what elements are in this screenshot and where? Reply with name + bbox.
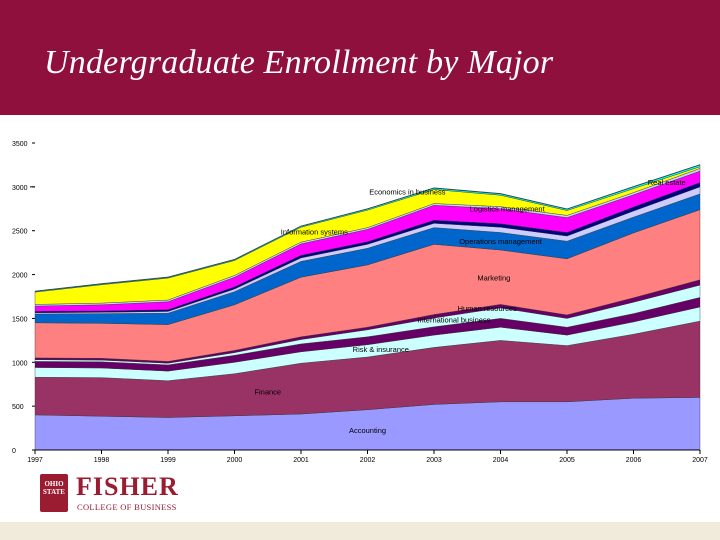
series-label-accounting: Accounting [349, 426, 386, 435]
area-economics-in-business [34, 164, 701, 292]
series-label-finance: Finance [254, 388, 281, 397]
series-label-marketing: Marketing [477, 273, 510, 282]
page-title: Undergraduate Enrollment by Major [44, 44, 554, 81]
series-label-international-business: International business [417, 316, 490, 325]
y-tick-label: 2500 [12, 229, 28, 236]
x-tick-label: 2001 [293, 457, 309, 464]
y-tick-label: 3500 [12, 141, 28, 148]
y-tick-label: 500 [12, 404, 24, 411]
y-tick-label: 1500 [12, 316, 28, 323]
enrollment-chart-svg: 0 500 1000 1500 2000 2500 3000 3500 1997 1998 1999… [12, 141, 708, 464]
series-label-human-resources: Human resources [458, 304, 517, 313]
y-tick-label: 2000 [12, 273, 28, 280]
x-tick-label: 2005 [559, 457, 575, 464]
series-label-risk-insurance: Risk & insurance [353, 345, 409, 354]
x-tick-label: 2002 [360, 457, 376, 464]
y-tick-label: 1000 [12, 360, 28, 367]
x-tick-label: 2007 [692, 457, 708, 464]
fisher-logo: OHIO STATE FISHER COLLEGE OF BUSINESS [40, 472, 190, 514]
series-label-real-estate: Real estate [648, 178, 686, 187]
x-tick-label: 1999 [160, 457, 176, 464]
footer-strip [0, 522, 720, 540]
x-tick-label: 2003 [426, 457, 442, 464]
logo-subtitle: COLLEGE OF BUSINESS [77, 502, 177, 512]
osu-seal-text: OHIO STATE [43, 480, 65, 496]
y-tick-label: 3000 [12, 185, 28, 192]
x-tick-label: 2000 [227, 457, 243, 464]
logo-name: FISHER [76, 472, 179, 501]
x-tick-label: 1997 [27, 457, 43, 464]
series-label-information-systems: Information systems [281, 228, 348, 237]
enrollment-chart: 0 500 1000 1500 2000 2500 3000 3500 1997 1998 1999… [0, 130, 720, 470]
x-tick-label: 1998 [94, 457, 110, 464]
x-tick-label: 2004 [493, 457, 509, 464]
series-label-economics-in-business: Economics in business [369, 187, 446, 196]
x-tick-label: 2006 [626, 457, 642, 464]
series-label-logistics-management: Logistics management [470, 205, 546, 214]
osu-seal: OHIO STATE [40, 474, 68, 512]
title-band: Undergraduate Enrollment by Major [0, 0, 720, 115]
series-label-operations-management: Operations management [459, 237, 542, 246]
y-tick-label: 0 [12, 448, 16, 455]
